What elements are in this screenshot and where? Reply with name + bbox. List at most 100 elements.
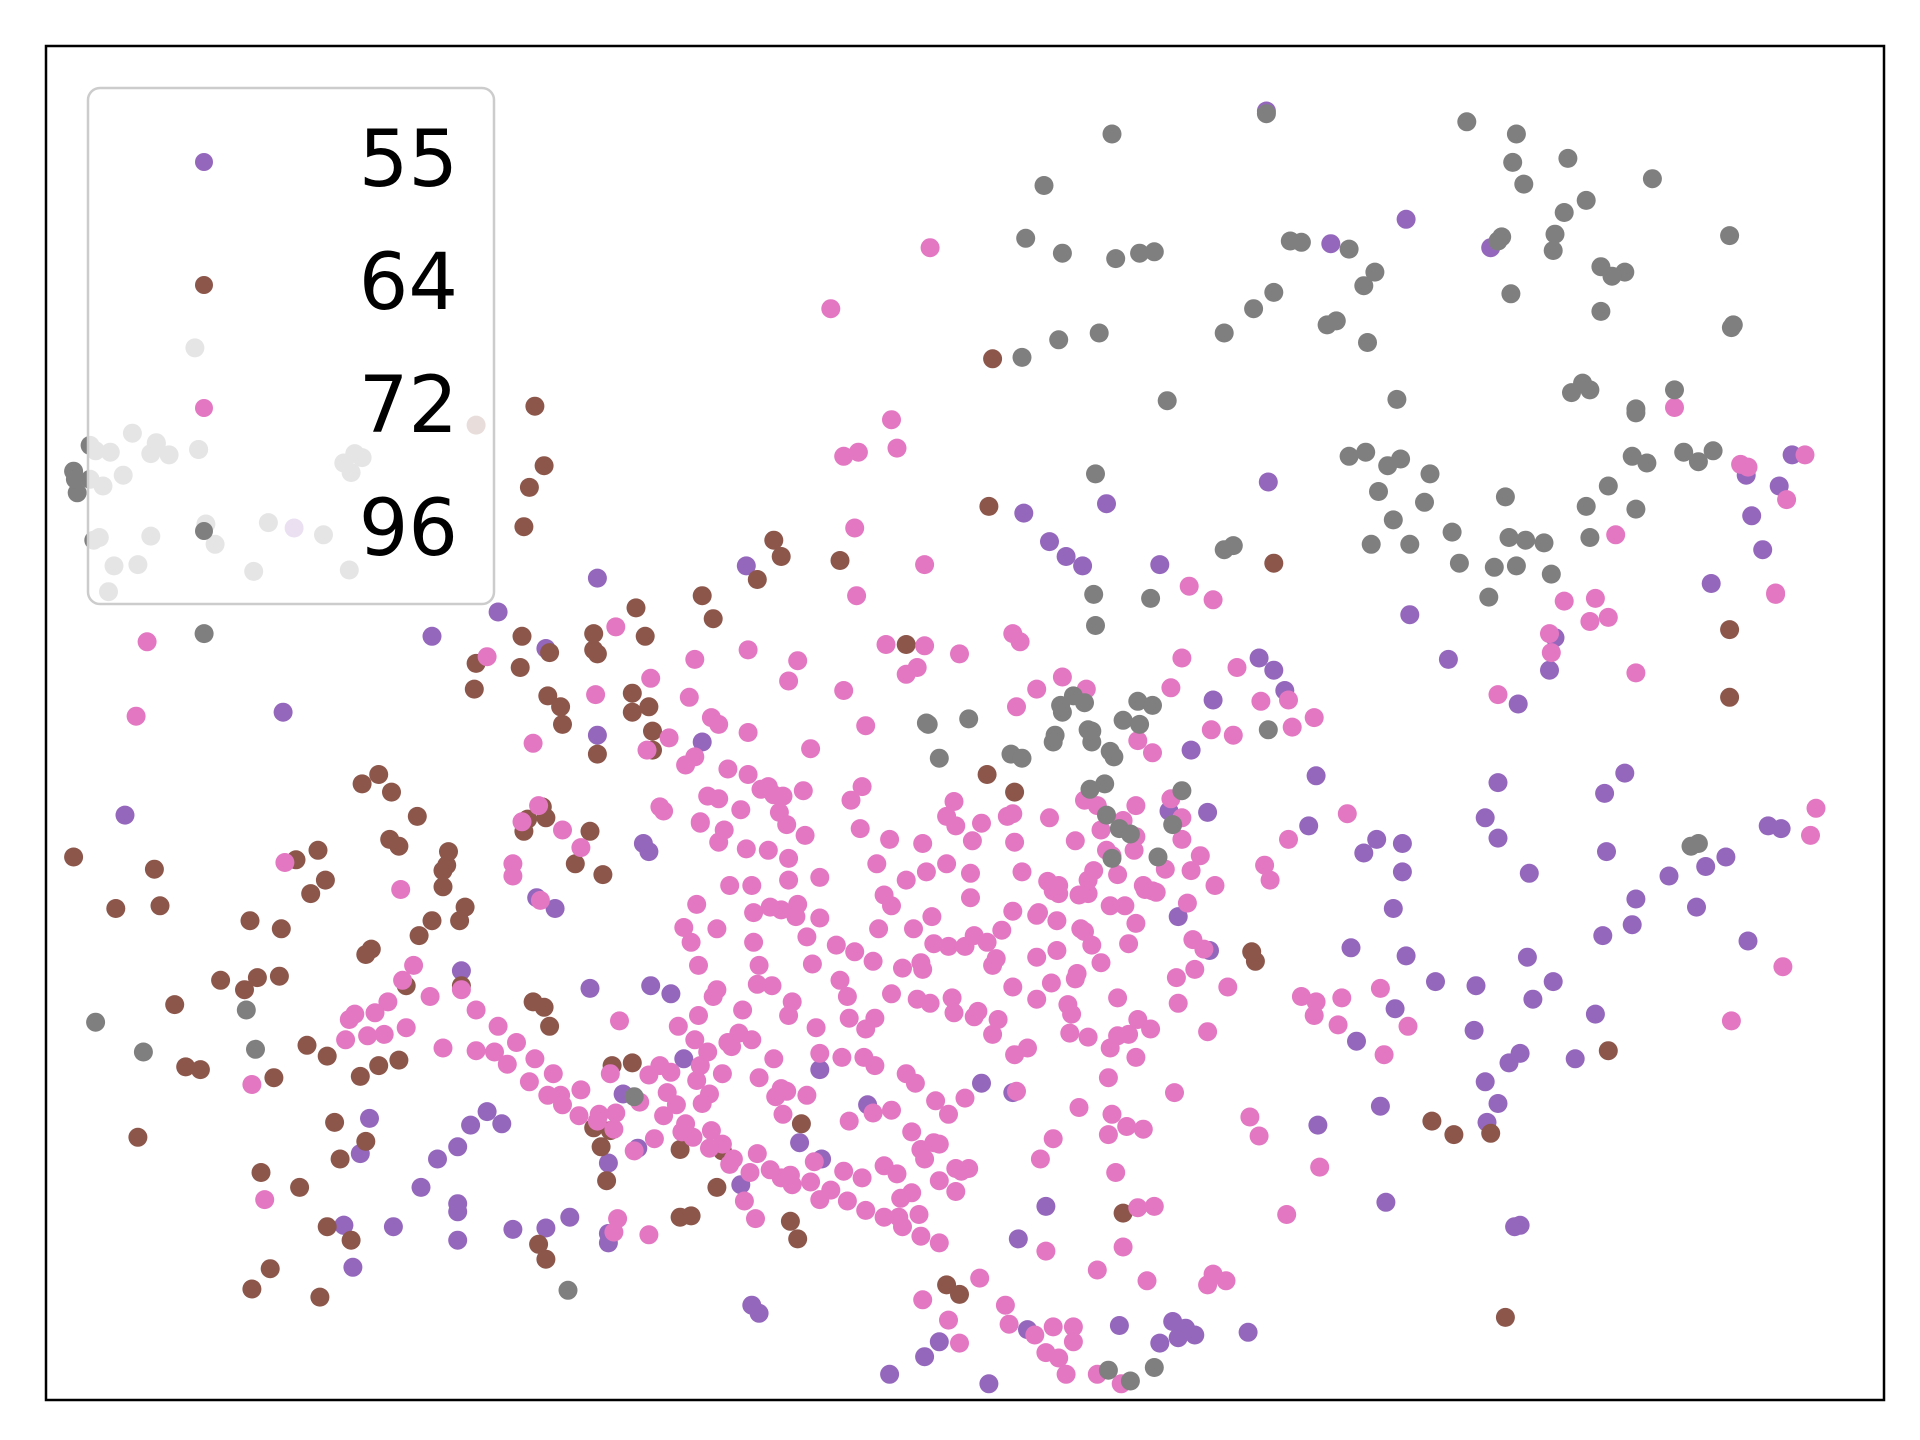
data-point [271,919,291,939]
data-point [939,936,958,956]
data-point [545,899,565,918]
data-point [802,954,822,974]
data-point [1003,977,1023,997]
data-point [275,853,295,872]
data-point [1665,398,1684,417]
data-point [1003,804,1023,824]
data-point [942,988,962,1008]
data-point [437,855,457,875]
data-point [779,671,799,691]
data-point [937,806,957,826]
data-point [641,976,661,996]
data-point [1264,553,1284,573]
data-point [679,687,699,707]
data-point [1128,731,1148,751]
data-point [937,854,957,874]
data-point [1078,1027,1098,1047]
data-point [1687,897,1706,917]
data-point [1150,555,1170,575]
data-point [1580,612,1600,631]
data-point [946,1182,966,1201]
data-point [1049,330,1069,350]
data-point [1304,708,1324,728]
data-point [315,870,335,890]
data-point [1258,720,1278,740]
data-point [970,1268,990,1288]
data-point [1723,315,1743,335]
data-point [834,446,854,466]
data-point [512,626,532,646]
data-point [880,1364,900,1384]
data-point [1016,228,1036,248]
data-point [1540,660,1559,680]
data-point [896,1064,916,1084]
data-point [896,635,916,654]
data-point [983,1024,1003,1044]
data-point [882,410,901,430]
data-point [1119,1024,1139,1044]
data-point [797,927,817,947]
data-point [1622,915,1642,935]
data-point [1688,452,1708,472]
data-point [1223,725,1243,745]
data-point [1137,1271,1157,1291]
data-point [543,1064,563,1084]
data-point [986,949,1006,969]
data-point [1201,720,1221,740]
data-point [538,1085,558,1105]
data-point [915,636,935,656]
data-point [1466,976,1486,996]
data-point [887,438,907,458]
data-point [580,821,600,841]
data-point [915,1347,935,1367]
data-point [760,897,780,917]
data-point [747,1144,767,1164]
data-point [587,725,607,745]
data-point [374,1024,394,1044]
data-point [929,1332,949,1352]
data-point [343,1257,363,1277]
data-point [1795,445,1815,465]
data-point [731,800,751,820]
legend-marker [195,399,213,417]
data-point [742,1030,762,1050]
data-point [1172,648,1192,668]
data-point [1056,547,1076,566]
data-point [801,739,821,759]
data-point [1108,865,1128,885]
data-point [1165,1083,1184,1103]
data-point [1244,299,1264,319]
data-point [1052,667,1072,687]
data-point [1598,476,1618,496]
data-point [1701,574,1721,593]
data-point [1721,1011,1741,1031]
data-point [687,1071,707,1090]
data-point [992,920,1012,940]
data-point [1069,885,1089,905]
data-point [972,813,991,833]
data-point [1508,694,1528,714]
data-point [1591,301,1611,321]
data-point [1264,282,1284,302]
data-point [310,1287,330,1307]
data-point [389,1050,409,1070]
data-point [290,1177,310,1197]
data-point [1080,779,1100,799]
legend-item-55: 55 [195,115,458,205]
data-point [1720,226,1740,246]
data-point [962,831,982,851]
data-point [455,897,475,917]
data-point [1238,1322,1258,1342]
data-point [519,477,539,497]
data-point [553,1095,572,1115]
data-point [654,1106,674,1126]
data-point [1356,442,1376,462]
data-point [1554,591,1574,611]
data-point [1027,989,1047,1009]
data-point [793,781,813,801]
data-point [345,1004,365,1024]
data-point [358,1026,378,1046]
data-point [1337,804,1357,824]
data-point [1806,798,1826,818]
data-point [1198,802,1218,822]
